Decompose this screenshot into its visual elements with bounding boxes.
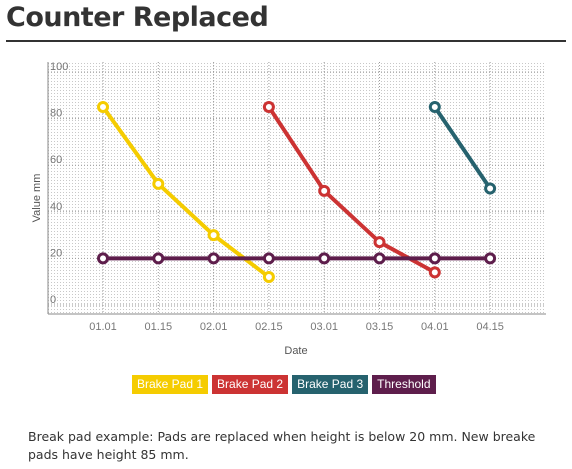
x-axis-title: Date xyxy=(284,345,307,357)
legend: Brake Pad 1 Brake Pad 2 Brake Pad 3 Thresho… xyxy=(132,375,436,394)
data-point xyxy=(373,236,386,249)
data-point xyxy=(152,252,165,265)
x-tick-label: 03.01 xyxy=(310,321,338,333)
x-tick-label: 02.01 xyxy=(200,321,228,333)
data-point xyxy=(484,252,497,265)
x-tick-label: 03.15 xyxy=(366,321,394,333)
data-point xyxy=(262,252,275,265)
data-point xyxy=(262,100,275,113)
x-tick-label: 04.01 xyxy=(421,321,449,333)
data-point xyxy=(262,271,275,284)
series-brake-pad-1 xyxy=(97,100,275,284)
x-tick-label: 02.15 xyxy=(255,321,283,333)
x-tick-label: 01.01 xyxy=(89,321,117,333)
series-brake-pad-3 xyxy=(428,100,497,195)
data-point xyxy=(373,252,386,265)
data-point xyxy=(318,252,331,265)
y-axis-title: Value mm xyxy=(31,174,43,223)
chart-caption: Break pad example: Pads are replaced whe… xyxy=(28,429,536,462)
line-chart: 0 20 40 60 80 100 01.01 01.15 02.01 02.15 03.01 03… xyxy=(31,61,546,357)
series-line-brake-pad-1 xyxy=(101,104,271,280)
y-tick-label: 60 xyxy=(50,154,62,166)
y-tick-labels: 0 20 40 60 80 100 xyxy=(50,61,68,306)
legend-item-threshold[interactable]: Threshold xyxy=(372,375,436,394)
axes xyxy=(47,62,546,315)
x-tick-label: 01.15 xyxy=(145,321,173,333)
data-point xyxy=(97,100,109,113)
series-group xyxy=(97,100,497,284)
data-point xyxy=(207,252,220,265)
data-point xyxy=(318,184,331,197)
x-tick-labels: 01.01 01.15 02.01 02.15 03.01 03.15 04.01 04.15 xyxy=(89,321,504,333)
series-threshold xyxy=(97,252,497,265)
y-tick-label: 80 xyxy=(50,108,62,120)
data-point xyxy=(97,252,109,265)
data-point xyxy=(428,252,441,265)
y-tick-label: 100 xyxy=(50,61,68,73)
page-title: Counter Replaced xyxy=(6,2,269,33)
data-point xyxy=(484,182,497,195)
y-tick-label: 20 xyxy=(50,247,62,259)
legend-item-brake-pad-2[interactable]: Brake Pad 2 xyxy=(212,375,289,394)
data-point xyxy=(428,100,441,113)
y-tick-label: 0 xyxy=(50,294,56,306)
plot-area xyxy=(48,62,546,314)
title-rule xyxy=(6,40,566,42)
legend-item-brake-pad-1[interactable]: Brake Pad 1 xyxy=(132,375,209,394)
data-point xyxy=(152,177,165,190)
data-point xyxy=(207,229,220,242)
y-tick-label: 40 xyxy=(50,201,62,213)
x-tick-label: 04.15 xyxy=(476,321,504,333)
data-point xyxy=(428,266,441,279)
series-line-brake-pad-3 xyxy=(432,104,493,191)
legend-item-brake-pad-3[interactable]: Brake Pad 3 xyxy=(292,375,369,394)
